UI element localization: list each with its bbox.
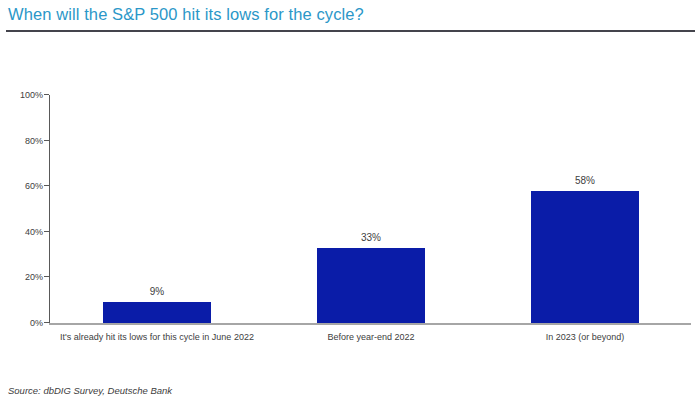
y-axis-tick <box>44 276 49 277</box>
y-axis-tick <box>44 185 49 186</box>
bar-chart-plot-area: 0%20%40%60%80%100%9%It's already hit its… <box>49 95 691 323</box>
bar-3 <box>531 191 639 323</box>
x-axis-category-label: Before year-end 2022 <box>327 332 414 342</box>
y-axis-tick <box>44 140 49 141</box>
y-axis-tick <box>44 231 49 232</box>
y-axis-tick-label: 80% <box>25 136 43 146</box>
title-divider <box>6 30 695 32</box>
bar-value-label: 9% <box>150 286 164 297</box>
bar-1 <box>103 302 211 323</box>
chart-page: When will the S&P 500 hit its lows for t… <box>0 0 700 401</box>
x-axis-category-label: In 2023 (or beyond) <box>546 332 625 342</box>
y-axis-tick-label: 20% <box>25 272 43 282</box>
y-axis-tick-label: 0% <box>30 318 43 328</box>
x-axis-category-label: It's already hit its lows for this cycle… <box>60 332 254 342</box>
y-axis-tick-label: 40% <box>25 227 43 237</box>
y-axis-tick <box>44 94 49 95</box>
page-title: When will the S&P 500 hit its lows for t… <box>8 5 364 24</box>
bar-2 <box>317 248 425 323</box>
y-axis-tick-label: 60% <box>25 181 43 191</box>
y-axis-tick-label: 100% <box>20 90 43 100</box>
source-note: Source: dbDIG Survey, Deutsche Bank <box>8 385 172 396</box>
x-axis-baseline <box>49 323 691 325</box>
bar-value-label: 58% <box>575 175 595 186</box>
bar-value-label: 33% <box>361 232 381 243</box>
